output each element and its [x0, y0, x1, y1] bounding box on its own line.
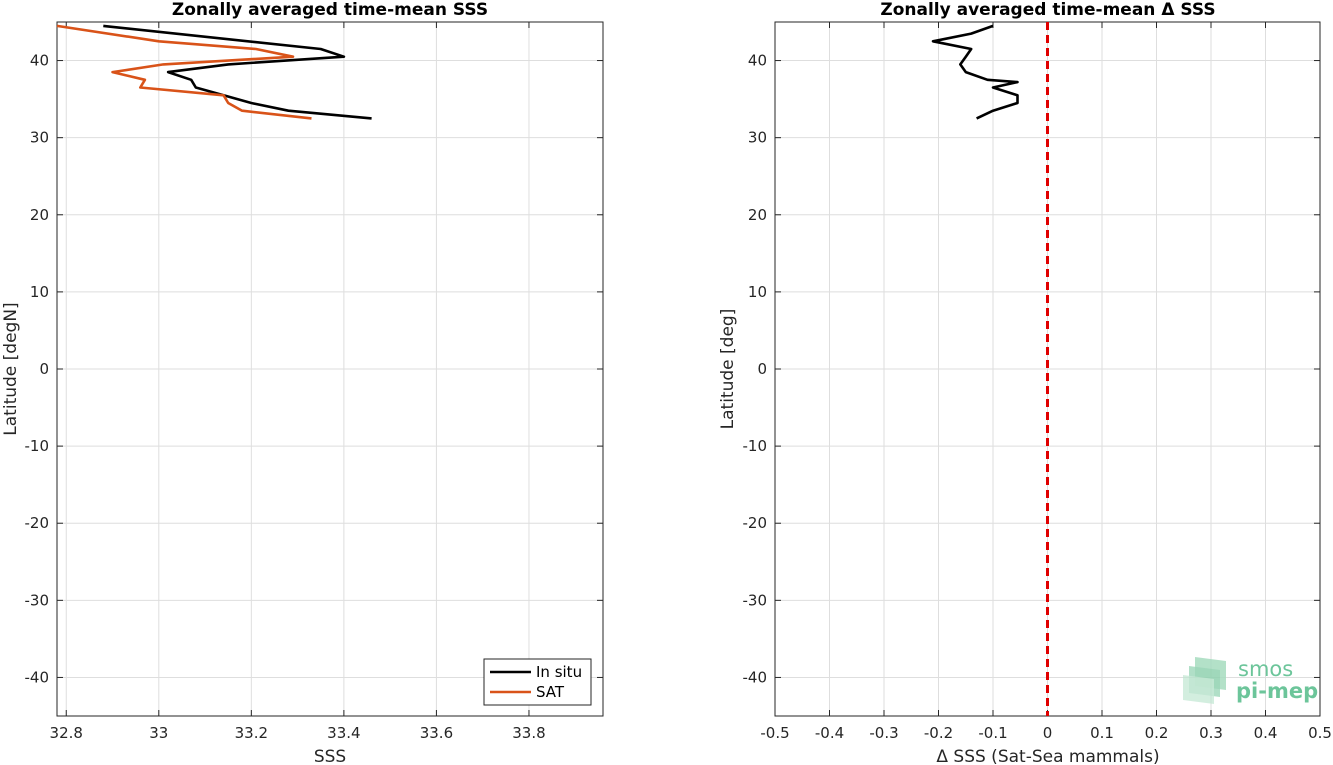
x-tick-label: 33 [149, 724, 168, 742]
y-tick-label: -40 [25, 668, 50, 686]
y-tick-label: 10 [30, 283, 49, 301]
x-tick-label: -0.2 [924, 724, 953, 742]
y-tick-label: 0 [39, 360, 49, 378]
y-tick-label: -30 [25, 591, 50, 609]
x-tick-label: 0.2 [1145, 724, 1169, 742]
x-tick-label: 33.6 [420, 724, 453, 742]
x-tick-label: 0 [1043, 724, 1053, 742]
y-tick-label: -20 [743, 514, 768, 532]
legend-box [483, 658, 592, 706]
left-panel-sss: 32.8 33 33.2 33.4 33.6 33.8 -40 -30 -20 -10 0 10 20 3… [1, 0, 604, 765]
y-tick-label: 30 [30, 129, 49, 147]
x-axis-label: Δ SSS (Sat-Sea mammals) [936, 747, 1159, 765]
legend-label: SAT [536, 683, 565, 701]
y-tick-label: 10 [748, 283, 767, 301]
x-tick-label: 0.5 [1308, 724, 1332, 742]
x-tick-label: 33.2 [235, 724, 268, 742]
x-tick-label: -0.1 [978, 724, 1007, 742]
y-tick-label: 40 [30, 52, 49, 70]
y-tick-label: -10 [25, 437, 50, 455]
series-line-sat [56, 24, 312, 120]
x-tick-label: 0.3 [1199, 724, 1223, 742]
legend-label: In situ [536, 663, 582, 681]
x-tick-label: -0.4 [815, 724, 844, 742]
y-axis-label: Latitude [degN] [1, 302, 21, 435]
y-tick-label: -30 [743, 591, 768, 609]
x-tick-label: 32.8 [50, 724, 83, 742]
logo-layers-icon [1183, 657, 1226, 704]
chart-title: Zonally averaged time-mean Δ SSS [880, 0, 1215, 20]
y-tick-label: -10 [743, 437, 768, 455]
x-tick-label: 33.4 [327, 724, 360, 742]
y-axis-label: Latitude [deg] [718, 309, 738, 430]
x-tick-label: -0.5 [760, 724, 789, 742]
smos-pi-mep-logo: smos pi-mep [1183, 657, 1318, 704]
right-panel-delta-sss: -0.5 -0.4 -0.3 -0.2 -0.1 0 0.1 0.2 0.3 0.4 0.5 -40 -… [718, 0, 1332, 765]
x-tick-label: 0.1 [1090, 724, 1114, 742]
series-line-delta-sss [931, 24, 1019, 120]
y-tick-label: -40 [743, 668, 768, 686]
x-tick-label: 33.8 [512, 724, 545, 742]
y-tick-label: 40 [748, 52, 767, 70]
series-line-in-situ [103, 24, 372, 120]
chart-title: Zonally averaged time-mean SSS [172, 0, 488, 20]
y-tick-label: -20 [25, 514, 50, 532]
y-tick-label: 20 [748, 206, 767, 224]
y-tick-label: 20 [30, 206, 49, 224]
x-tick-label: -0.3 [869, 724, 898, 742]
x-tick-label: 0.4 [1254, 724, 1278, 742]
y-tick-label: 0 [757, 360, 767, 378]
x-axis-label: SSS [314, 747, 346, 765]
logo-text-smos: smos [1238, 657, 1293, 681]
y-tick-label: 30 [748, 129, 767, 147]
logo-text-pi-mep: pi-mep [1236, 679, 1318, 703]
